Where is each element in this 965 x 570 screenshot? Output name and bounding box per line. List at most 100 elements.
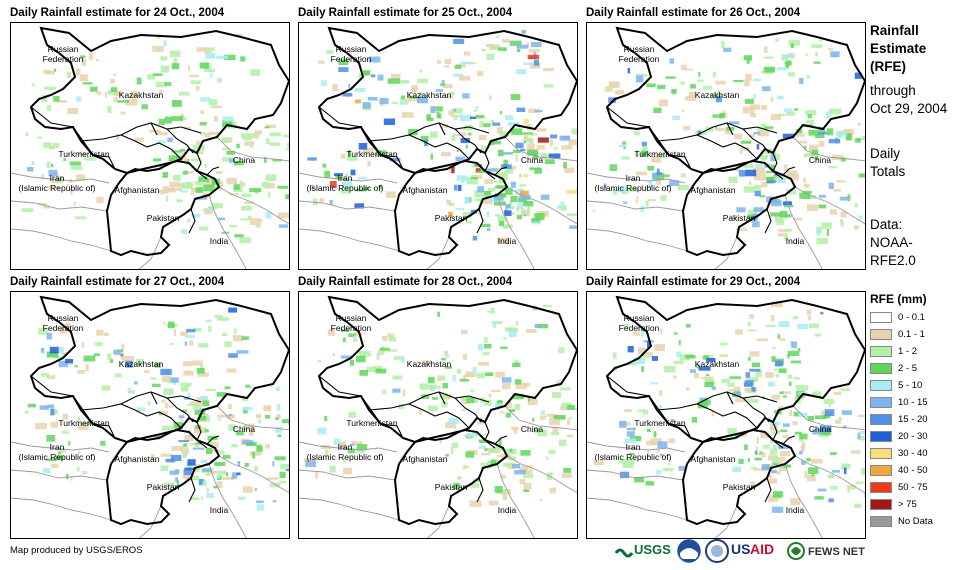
rainfall-cell	[345, 173, 349, 177]
rainfall-cell	[749, 351, 760, 357]
rainfall-cell	[41, 95, 48, 102]
rainfall-cell	[357, 176, 368, 180]
rainfall-cell	[481, 48, 487, 52]
map-label-pakistan: Pakistan	[146, 482, 180, 492]
rainfall-cell	[363, 70, 370, 76]
rainfall-cell	[281, 419, 289, 424]
rainfall-cell	[548, 153, 561, 159]
title-line-3: (RFE)	[870, 59, 906, 74]
rainfall-cell	[740, 140, 752, 144]
rainfall-cell	[560, 201, 565, 205]
rainfall-cell	[162, 172, 169, 178]
country-border	[206, 166, 220, 176]
rainfall-cell	[183, 469, 192, 476]
rainfall-cell	[826, 128, 834, 136]
rainfall-cell	[163, 388, 174, 396]
rainfall-cell	[828, 498, 834, 503]
rainfall-cell	[749, 368, 761, 372]
rainfall-cell	[787, 350, 800, 356]
rainfall-cell	[701, 377, 708, 380]
rainfall-cell	[859, 431, 865, 434]
rainfall-cell	[807, 315, 811, 321]
rainfall-cell	[495, 371, 505, 378]
rainfall-cell	[635, 149, 639, 157]
rainfall-cell	[458, 132, 467, 136]
country-border	[150, 122, 158, 136]
rainfall-cell	[95, 342, 103, 346]
rainfall-cell	[727, 382, 735, 387]
rainfall-cell	[480, 145, 486, 150]
country-border	[196, 421, 202, 441]
rainfall-cell	[651, 156, 662, 163]
rainfall-cell	[478, 135, 487, 141]
rainfall-cell	[125, 360, 133, 368]
rainfall-cell	[807, 204, 819, 211]
rainfall-cell	[451, 447, 454, 454]
rainfall-cell	[62, 352, 67, 356]
rainfall-cell	[389, 158, 401, 162]
country-border	[150, 391, 158, 405]
rainfall-cell	[815, 155, 819, 161]
neighbor-border	[208, 194, 247, 269]
rainfall-cell	[287, 142, 289, 149]
rainfall-cell	[772, 463, 778, 466]
rainfall-cell	[191, 214, 201, 218]
country-border	[368, 134, 470, 160]
rainfall-cell	[217, 77, 222, 83]
rainfall-cell	[325, 449, 329, 456]
rainfall-cell	[221, 332, 228, 336]
region-outline	[393, 428, 509, 526]
rainfall-cell	[200, 395, 208, 401]
country-border	[656, 403, 758, 429]
rainfall-cell	[744, 79, 750, 87]
rainfall-cell	[187, 403, 199, 407]
rainfall-cell	[244, 201, 255, 204]
map-label-russia: Russian Federation	[618, 44, 660, 64]
rainfall-cell	[340, 329, 349, 332]
totals-line-1: Daily	[870, 146, 901, 161]
rainfall-cell	[577, 409, 578, 414]
rainfall-cell	[269, 132, 281, 137]
rainfall-cell	[793, 217, 803, 221]
rainfall-cell	[858, 173, 865, 178]
rainfall-cell	[515, 382, 527, 390]
rainfall-cell	[279, 471, 286, 478]
rainfall-cell	[134, 137, 144, 142]
rainfall-cell	[673, 360, 684, 365]
rainfall-cell	[656, 168, 660, 173]
rainfall-cell	[394, 356, 405, 360]
rainfall-cell	[863, 492, 865, 498]
rainfall-cell	[398, 403, 404, 410]
rainfall-cell	[205, 473, 210, 476]
rainfall-cell	[448, 202, 455, 206]
rainfall-cell	[348, 83, 351, 88]
rainfall-cell	[754, 457, 762, 461]
rainfall-cell	[652, 172, 659, 179]
map-label-pakistan: Pakistan	[434, 482, 468, 492]
rainfall-cell	[510, 181, 516, 188]
panel-title-3: Daily Rainfall estimate for 26 Oct., 200…	[586, 7, 801, 19]
rainfall-cell	[814, 333, 822, 337]
rainfall-cell	[629, 453, 635, 456]
rainfall-cell	[430, 106, 436, 113]
rainfall-cell	[57, 452, 62, 455]
rainfall-cell	[245, 384, 251, 388]
rainfall-cell	[521, 209, 531, 217]
rainfall-cell	[367, 96, 378, 101]
rainfall-cell	[475, 106, 479, 110]
rainfall-cell	[761, 464, 770, 470]
rainfall-cell	[486, 211, 490, 218]
rainfall-cell	[329, 199, 333, 205]
rainfall-cell	[234, 327, 237, 334]
rainfall-cell	[668, 462, 671, 466]
rainfall-cell	[550, 134, 558, 139]
rainfall-cell	[70, 165, 83, 170]
rainfall-cell	[770, 301, 783, 308]
rainfall-cell	[257, 504, 265, 511]
country-border	[726, 122, 734, 136]
rainfall-cell	[40, 347, 45, 353]
legend-swatch	[870, 312, 892, 323]
rainfall-cell	[216, 55, 229, 60]
rainfall-cell	[387, 78, 400, 84]
rainfall-cell	[194, 181, 206, 186]
